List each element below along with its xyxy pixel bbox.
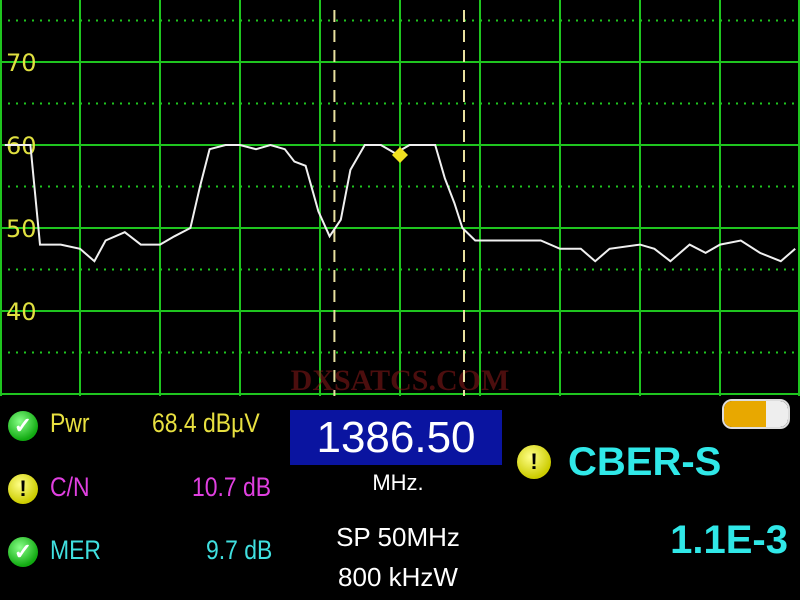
watermark-logo: DXSATCS.COM — [291, 364, 510, 397]
cber-value: 1.1E-3 — [670, 518, 788, 562]
spectrum-plot: 8070605040 DXSATCS.COM — [0, 0, 800, 397]
cn-value: 10.7 dB — [192, 472, 272, 502]
warning-icon: ! — [517, 445, 551, 479]
span-label: SP 50MHz — [336, 522, 460, 552]
cber-label: CBER-S — [568, 440, 722, 484]
warning-icon: ! — [8, 474, 38, 504]
check-icon: ✓ — [8, 537, 38, 567]
frequency-unit: MHz. — [372, 470, 424, 495]
cursors — [333, 10, 465, 396]
battery-tip — [766, 401, 788, 427]
mer-value: 9.7 dB — [206, 535, 273, 565]
spectrum-trace — [4, 143, 796, 263]
pwr-value: 68.4 dBµV — [152, 408, 260, 438]
marker — [392, 146, 408, 163]
battery-icon — [722, 399, 790, 429]
pwr-label: Pwr — [50, 408, 90, 438]
cn-label: C/N — [50, 472, 90, 502]
y-tick-label: 70 — [6, 49, 37, 77]
y-tick-label: 50 — [6, 215, 37, 243]
marker-diamond — [392, 146, 408, 163]
mer-label: MER — [50, 535, 101, 565]
grid — [0, 0, 800, 396]
rbw-label: 800 kHzW — [338, 562, 458, 592]
y-tick-label: 40 — [6, 298, 37, 326]
battery-level — [724, 401, 769, 427]
check-icon: ✓ — [8, 411, 38, 441]
frequency-value[interactable]: 1386.50 — [290, 410, 502, 465]
